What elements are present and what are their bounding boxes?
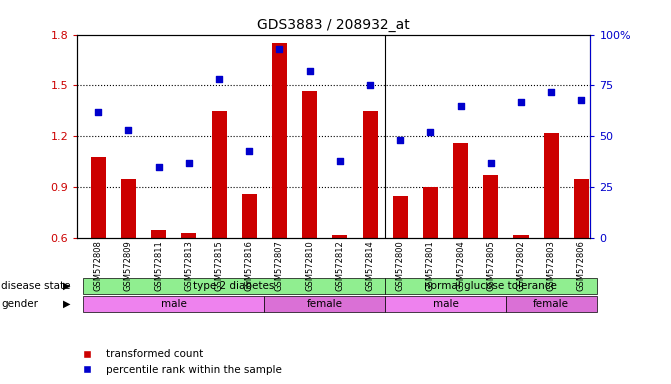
Point <box>214 76 225 83</box>
Text: GSM572814: GSM572814 <box>366 240 374 291</box>
Text: GSM572807: GSM572807 <box>275 240 284 291</box>
Bar <box>121 179 136 238</box>
Bar <box>151 230 166 238</box>
Point <box>546 88 557 94</box>
Bar <box>91 157 106 238</box>
Point <box>365 83 376 89</box>
Text: disease state: disease state <box>1 281 71 291</box>
Text: GSM572812: GSM572812 <box>336 240 344 291</box>
Text: GSM572803: GSM572803 <box>547 240 556 291</box>
Point <box>516 99 527 105</box>
Text: normal glucose tolerance: normal glucose tolerance <box>424 281 558 291</box>
Bar <box>393 196 408 238</box>
Bar <box>181 233 197 238</box>
Text: ▶: ▶ <box>63 281 70 291</box>
Text: GSM572813: GSM572813 <box>185 240 193 291</box>
Text: GSM572816: GSM572816 <box>245 240 254 291</box>
Text: ▶: ▶ <box>63 299 70 309</box>
Point <box>274 46 285 52</box>
Bar <box>242 194 257 238</box>
Point <box>184 160 195 166</box>
Text: GSM572801: GSM572801 <box>426 240 435 291</box>
Text: GSM572800: GSM572800 <box>396 240 405 291</box>
Point <box>123 127 134 133</box>
Title: GDS3883 / 208932_at: GDS3883 / 208932_at <box>258 18 410 32</box>
Point <box>576 97 587 103</box>
Bar <box>574 179 589 238</box>
Text: GSM572802: GSM572802 <box>517 240 525 291</box>
Text: GSM572809: GSM572809 <box>124 240 133 291</box>
Text: gender: gender <box>1 299 38 309</box>
Bar <box>302 91 317 238</box>
Text: type 2 diabetes: type 2 diabetes <box>193 281 275 291</box>
Bar <box>332 235 348 238</box>
Point <box>395 137 406 144</box>
Point <box>335 158 346 164</box>
Bar <box>453 143 468 238</box>
Text: GSM572804: GSM572804 <box>456 240 465 291</box>
Legend: transformed count, percentile rank within the sample: transformed count, percentile rank withi… <box>72 345 286 379</box>
Point <box>305 68 315 74</box>
Bar <box>513 235 529 238</box>
Point <box>456 103 466 109</box>
Point <box>425 129 436 135</box>
Text: GSM572810: GSM572810 <box>305 240 314 291</box>
Point <box>486 160 497 166</box>
Text: male: male <box>161 299 187 309</box>
Text: GSM572805: GSM572805 <box>486 240 495 291</box>
Bar <box>362 111 378 238</box>
Point <box>153 164 164 170</box>
Point <box>244 147 255 154</box>
Text: GSM572815: GSM572815 <box>215 240 223 291</box>
Text: female: female <box>533 299 569 309</box>
Text: male: male <box>433 299 458 309</box>
Bar <box>272 43 287 238</box>
Bar <box>211 111 227 238</box>
Text: GSM572808: GSM572808 <box>94 240 103 291</box>
Text: GSM572806: GSM572806 <box>577 240 586 291</box>
Point <box>93 109 104 115</box>
Text: GSM572811: GSM572811 <box>154 240 163 291</box>
Text: female: female <box>307 299 343 309</box>
Bar <box>544 133 559 238</box>
Bar <box>483 175 499 238</box>
Bar <box>423 187 438 238</box>
